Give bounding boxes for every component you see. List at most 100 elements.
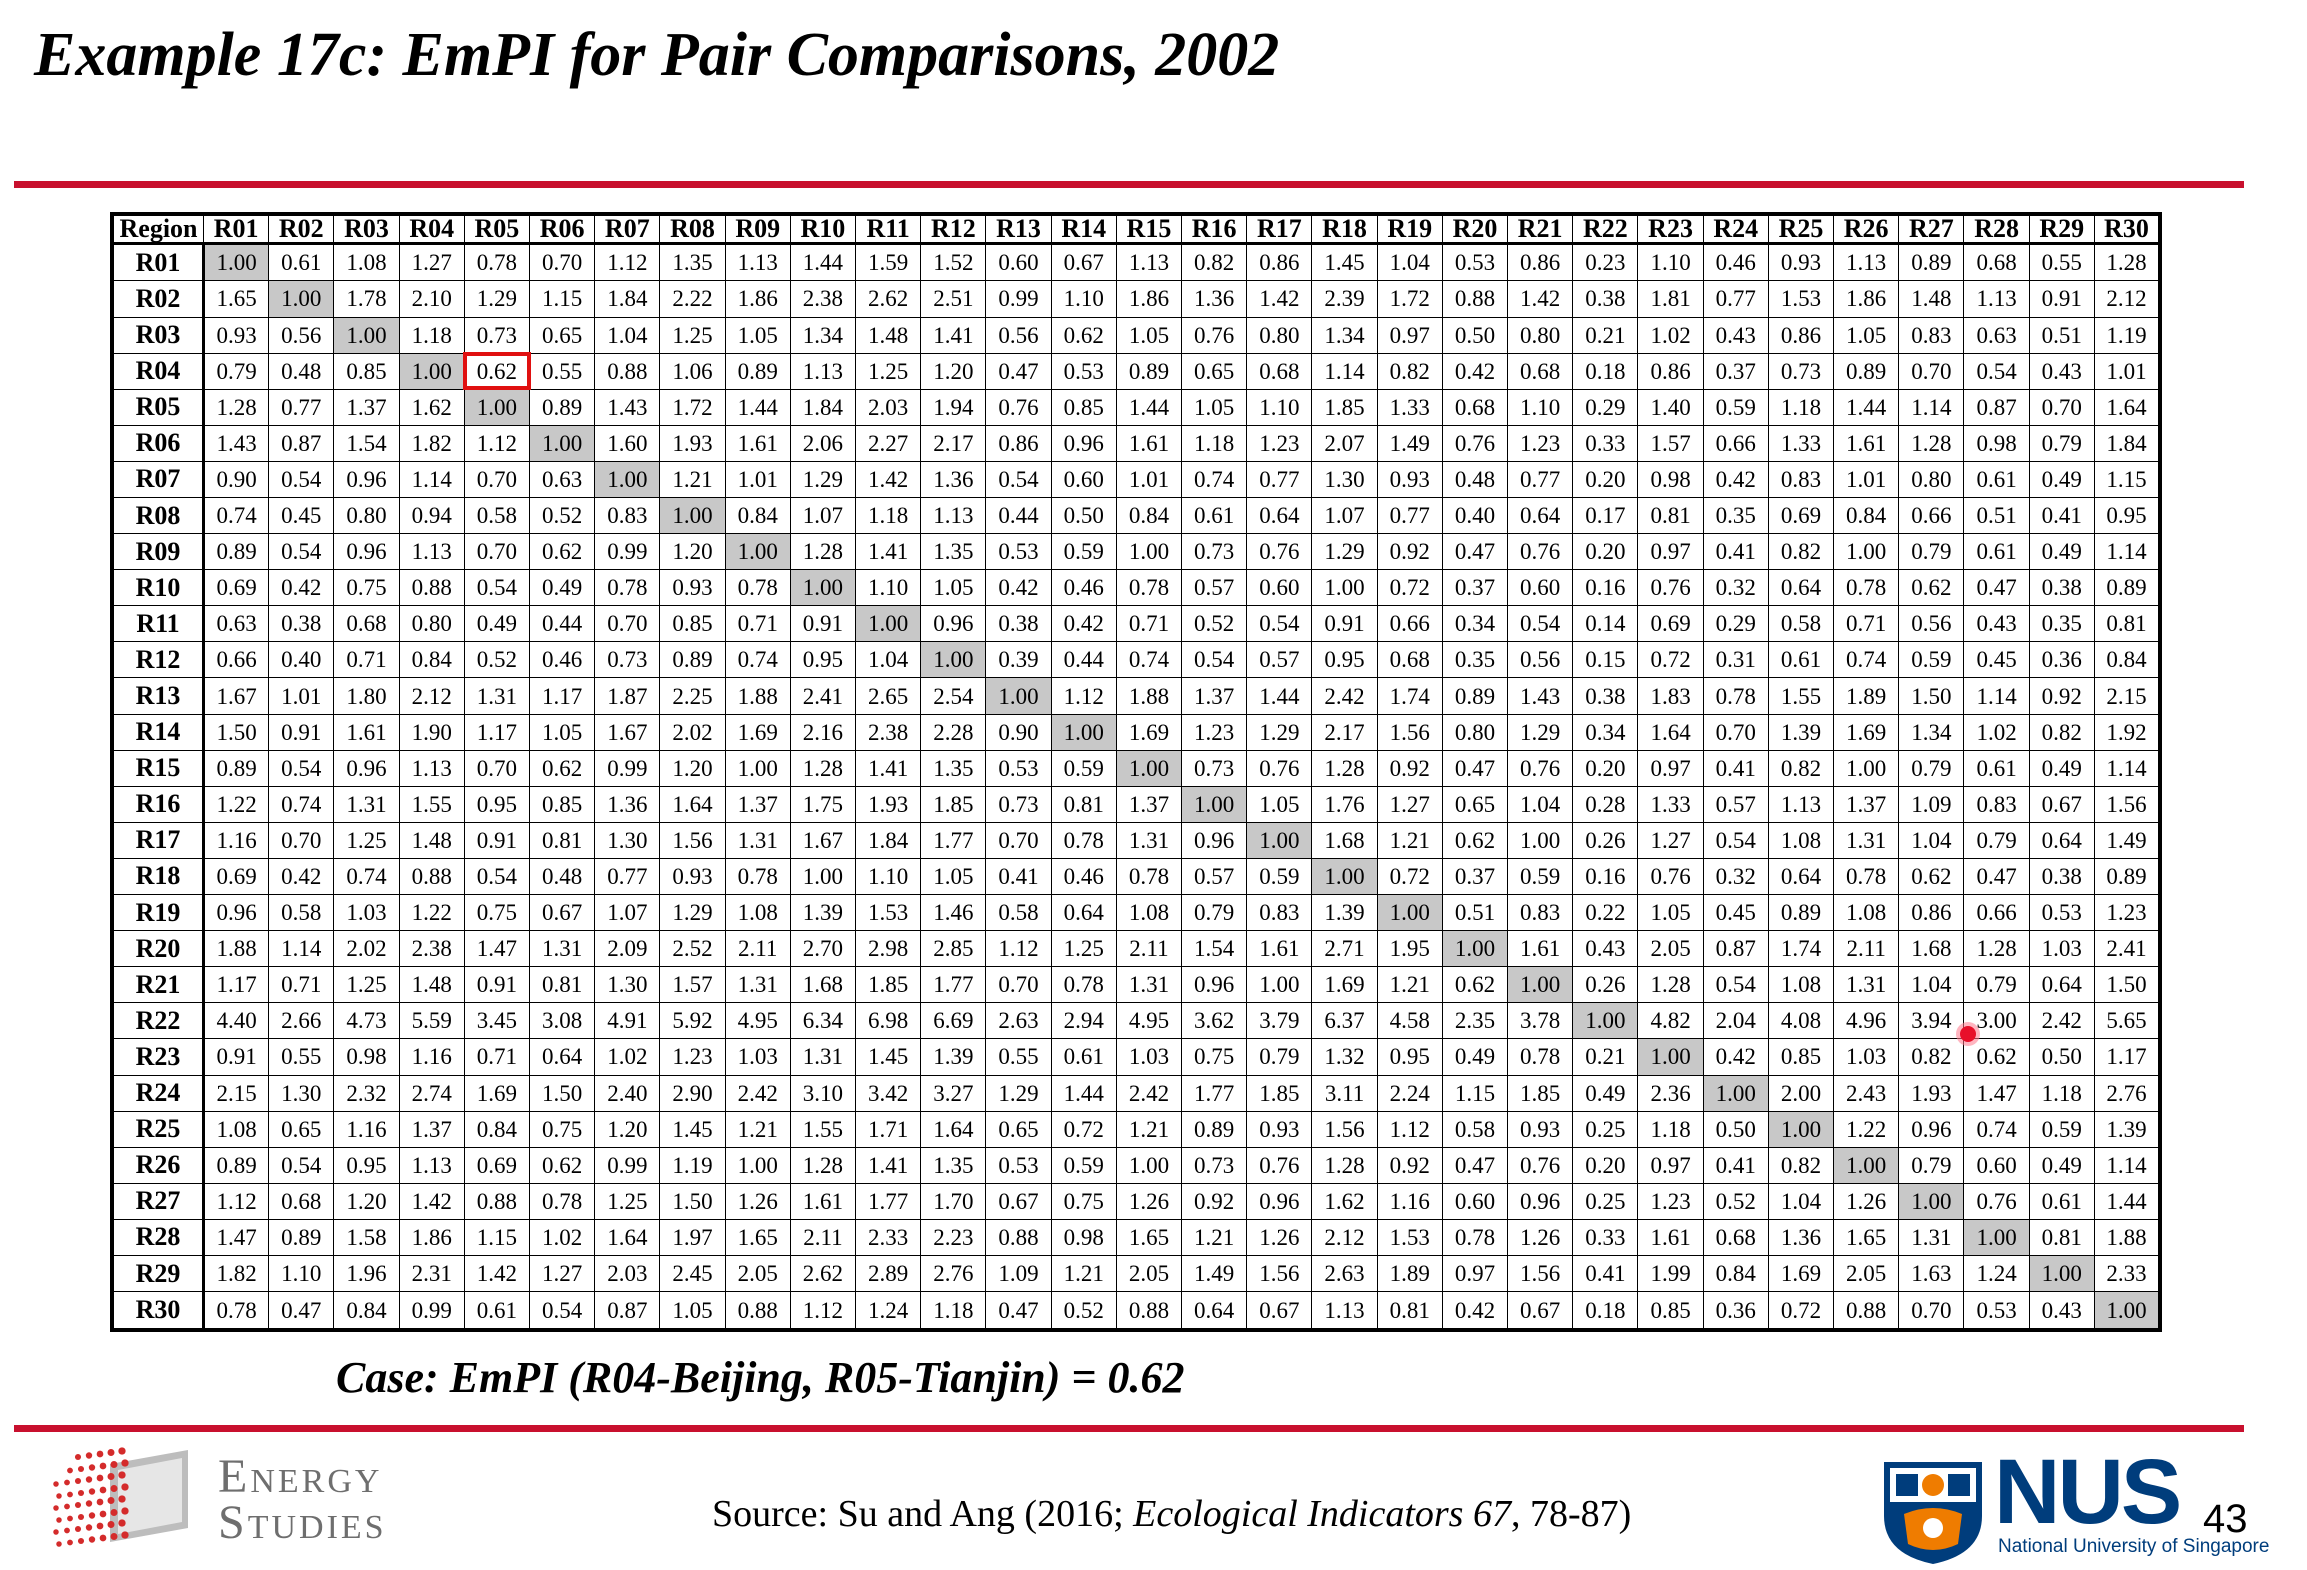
matrix-cell: 0.70 [463,749,531,787]
matrix-cell: 0.74 [1181,460,1248,499]
matrix-cell: 0.88 [398,569,465,607]
matrix-cell: 0.28 [1572,785,1639,823]
matrix-cell: 0.54 [1963,352,2030,390]
matrix-cell: 0.20 [1572,749,1639,787]
matrix-cell: 1.61 [1833,424,1900,462]
matrix-cell: 2.74 [398,1074,465,1112]
matrix-cell: 2.11 [724,930,791,968]
matrix-cell: 1.14 [2093,749,2161,787]
matrix-cell: 0.79 [1898,533,1965,571]
matrix-cell: 3.45 [463,1002,531,1040]
matrix-cell: 1.27 [529,1254,596,1293]
row-header-r21: R21 [111,966,205,1004]
matrix-cell: 1.74 [1376,677,1443,715]
matrix-cell: 1.90 [398,713,465,751]
matrix-cell: 2.94 [1050,1002,1117,1040]
matrix-cell: 3.08 [529,1002,596,1040]
matrix-cell: 1.01 [2093,352,2161,390]
matrix-cell: 1.00 [1246,966,1313,1004]
matrix-cell: 1.88 [1115,677,1183,715]
matrix-cell: 1.28 [2093,242,2161,282]
matrix-cell: 0.70 [1898,1291,1965,1331]
matrix-cell: 0.97 [1376,316,1443,354]
row-header-r23: R23 [111,1038,205,1076]
matrix-cell: 0.72 [1376,857,1443,896]
matrix-cell: 1.00 [659,496,726,535]
matrix-cell: 1.05 [1246,785,1313,823]
column-header-r09: R09 [724,213,791,245]
matrix-cell: 1.43 [202,424,270,462]
matrix-cell: 2.17 [1311,713,1378,751]
matrix-cell: 2.51 [920,280,987,318]
matrix-cell: 1.50 [202,713,270,751]
matrix-cell: 1.37 [1181,677,1248,715]
matrix-cell: 0.89 [1767,894,1835,932]
matrix-cell: 1.20 [333,1182,400,1220]
matrix-cell: 0.84 [333,1291,400,1331]
matrix-cell: 0.53 [985,749,1052,787]
matrix-cell: 1.16 [202,821,270,859]
matrix-cell: 0.94 [398,496,465,535]
matrix-cell: 1.37 [1833,785,1900,823]
matrix-cell: 2.33 [855,1218,922,1256]
column-header-r07: R07 [594,213,661,245]
matrix-cell: 1.00 [1898,1182,1965,1220]
matrix-cell: 1.21 [1050,1254,1117,1293]
column-header-r13: R13 [985,213,1052,245]
matrix-cell: 0.49 [2028,1146,2095,1184]
matrix-cell: 4.82 [1637,1002,1704,1040]
matrix-cell: 0.64 [1050,894,1117,932]
matrix-cell: 4.58 [1376,1002,1443,1040]
nus-subtitle: National University of Singapore [1998,1536,2270,1557]
matrix-cell: 0.78 [1115,569,1183,607]
matrix-cell: 2.10 [398,280,465,318]
matrix-cell: 1.68 [789,966,857,1004]
matrix-cell: 0.61 [2028,1182,2095,1220]
matrix-cell: 2.36 [1637,1074,1704,1112]
matrix-cell: 1.35 [920,1146,987,1184]
matrix-cell: 0.54 [268,1146,335,1184]
matrix-cell: 0.79 [202,352,270,390]
matrix-cell: 1.14 [2093,1146,2161,1184]
matrix-cell: 1.80 [333,677,400,715]
matrix-cell: 3.79 [1246,1002,1313,1040]
matrix-cell: 0.51 [2028,316,2095,354]
matrix-cell: 1.93 [855,785,922,823]
matrix-cell: 1.26 [724,1182,791,1220]
matrix-cell: 4.95 [1115,1002,1183,1040]
matrix-cell: 1.96 [333,1254,400,1293]
matrix-cell: 1.16 [333,1110,400,1148]
table-row: R20 1.88 1.14 2.02 2.38 1.47 1.31 2.09 2.52 2.11 2… [111,930,2161,968]
matrix-body: R01 1.00 0.61 1.08 1.27 0.78 0.70 1.12 1.35 1.13 1… [111,242,2161,1331]
row-header-r26: R26 [111,1146,205,1184]
matrix-cell: 4.95 [724,1002,791,1040]
matrix-cell: 0.36 [1702,1291,1769,1331]
matrix-cell: 6.98 [855,1002,922,1040]
matrix-cell: 3.94 [1898,1002,1965,1040]
table-row: R19 0.96 0.58 1.03 1.22 0.75 0.67 1.07 1.29 1.08 1… [111,894,2161,932]
matrix-cell: 1.54 [1181,930,1248,968]
matrix-cell: 0.92 [2028,677,2095,715]
matrix-cell: 1.34 [1311,316,1378,354]
matrix-cell: 0.38 [2028,857,2095,896]
matrix-cell: 0.85 [659,605,726,643]
matrix-cell: 1.86 [398,1218,465,1256]
matrix-cell: 1.35 [920,749,987,787]
bottom-divider [14,1425,2244,1432]
column-header-r24: R24 [1702,213,1769,245]
matrix-cell: 1.00 [1507,966,1574,1004]
matrix-cell: 1.21 [659,460,726,499]
matrix-cell: 0.65 [1181,352,1248,390]
matrix-cell: 0.62 [529,533,596,571]
matrix-cell: 1.26 [1507,1218,1574,1256]
matrix-cell: 1.77 [920,821,987,859]
matrix-cell: 0.52 [1702,1182,1769,1220]
row-header-r29: R29 [111,1254,205,1293]
matrix-cell: 2.09 [594,930,661,968]
matrix-cell: 1.16 [1376,1182,1443,1220]
matrix-cell: 0.47 [1441,1146,1509,1184]
matrix-cell: 2.28 [920,713,987,751]
matrix-cell: 1.10 [1507,388,1574,426]
row-header-r17: R17 [111,821,205,859]
matrix-cell: 1.42 [1507,280,1574,318]
